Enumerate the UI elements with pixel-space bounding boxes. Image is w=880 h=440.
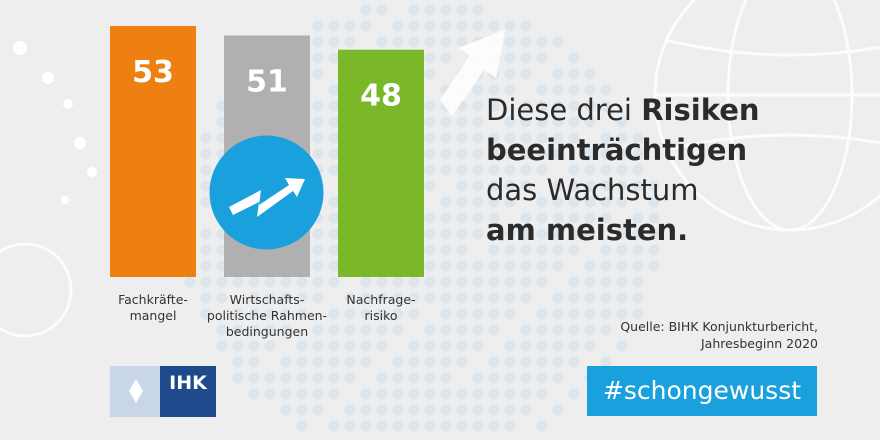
bar-value-label-2: 51 [246, 64, 288, 99]
trend-arrow-icon [229, 178, 305, 217]
headline: Diese drei Risiken beeinträchtigen das W… [486, 90, 866, 250]
headline-part5: am meisten. [486, 213, 689, 247]
headline-part2: Risiken [641, 93, 760, 127]
ihk-logo: IHK [110, 366, 216, 417]
headline-part3: beeinträchtigen [486, 133, 748, 167]
bar-1 [110, 26, 196, 277]
category-label-1: Fachkräfte- mangel [118, 292, 188, 323]
category-label-3: Nachfrage- risiko [346, 292, 416, 323]
ihk-diamond-icon [129, 379, 143, 403]
bar-3 [338, 49, 424, 277]
logo-right-panel [160, 366, 216, 417]
category-label-2: Wirtschafts- politische Rahmen- bedingun… [206, 292, 328, 339]
globe-icon [653, 0, 880, 232]
source-note: Quelle: BIHK Konjunkturbericht, Jahresbe… [620, 319, 818, 351]
badge-circle [209, 135, 324, 250]
logo-text: IHK [169, 372, 207, 394]
decorative-arrow-icon [440, 30, 505, 116]
bar-value-label-3: 48 [360, 79, 402, 114]
headline-part4: das Wachstum [486, 173, 699, 207]
logo-left-panel [110, 366, 160, 417]
bar-value-label-1: 53 [132, 55, 174, 90]
decorative-dots [13, 41, 97, 204]
trend-badge [209, 135, 324, 250]
headline-part1: Diese drei [486, 93, 642, 127]
hashtag-badge: #schongewusst [587, 366, 817, 416]
decorative-circle-icon [0, 242, 73, 338]
